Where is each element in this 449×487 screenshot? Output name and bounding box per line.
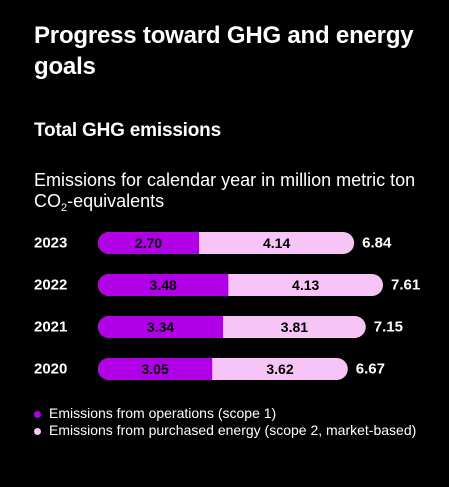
chart-subtitle: Total GHG emissions — [34, 120, 221, 141]
description-tail: -equivalents — [67, 191, 165, 211]
legend-dot-scope1 — [34, 411, 41, 418]
description-subscript: 2 — [61, 202, 68, 214]
page-title: Progress toward GHG and energy goals — [34, 22, 414, 80]
bar-scope1-2020 — [98, 358, 213, 380]
value-label-scope1-2023: 2.70 — [135, 235, 162, 251]
legend-dot-scope2 — [34, 428, 41, 435]
value-label-scope1-2021: 3.34 — [147, 319, 174, 335]
value-label-scope1-2020: 3.05 — [141, 361, 168, 377]
total-label-2021: 7.15 — [374, 319, 403, 336]
value-label-scope2-2020: 3.62 — [266, 361, 293, 377]
value-label-scope2-2021: 3.81 — [281, 319, 308, 335]
total-label-2020: 6.67 — [356, 361, 385, 378]
category-label-2020: 2020 — [34, 361, 67, 378]
bar-scope1-2022 — [98, 274, 229, 296]
description-text: Emissions for calendar year in million m… — [34, 170, 416, 211]
emissions-bar-chart: 2023 2.70 4.14 6.84 2022 3.48 4.13 7.61 2021 3.34… — [34, 232, 420, 380]
legend-label-scope1: Emissions from operations (scope 1) — [49, 405, 277, 421]
value-label-scope2-2022: 4.13 — [292, 277, 319, 293]
chart-description: Emissions for calendar year in million m… — [34, 170, 444, 215]
bar-scope1-2021 — [98, 316, 224, 338]
value-label-scope2-2023: 4.14 — [263, 235, 290, 251]
legend-item-scope1: Emissions from operations (scope 1) — [34, 405, 434, 422]
bar-scope1-2023 — [98, 232, 200, 254]
value-label-scope1-2022: 3.48 — [150, 277, 177, 293]
legend-item-scope2: Emissions from purchased energy (scope 2… — [34, 422, 434, 439]
total-label-2022: 7.61 — [391, 277, 420, 294]
category-label-2022: 2022 — [34, 277, 67, 294]
category-label-2023: 2023 — [34, 235, 67, 252]
total-label-2023: 6.84 — [362, 235, 392, 252]
legend-label-scope2: Emissions from purchased energy (scope 2… — [49, 422, 417, 438]
chart-legend: Emissions from operations (scope 1) Emis… — [34, 405, 434, 439]
category-label-2021: 2021 — [34, 319, 67, 336]
